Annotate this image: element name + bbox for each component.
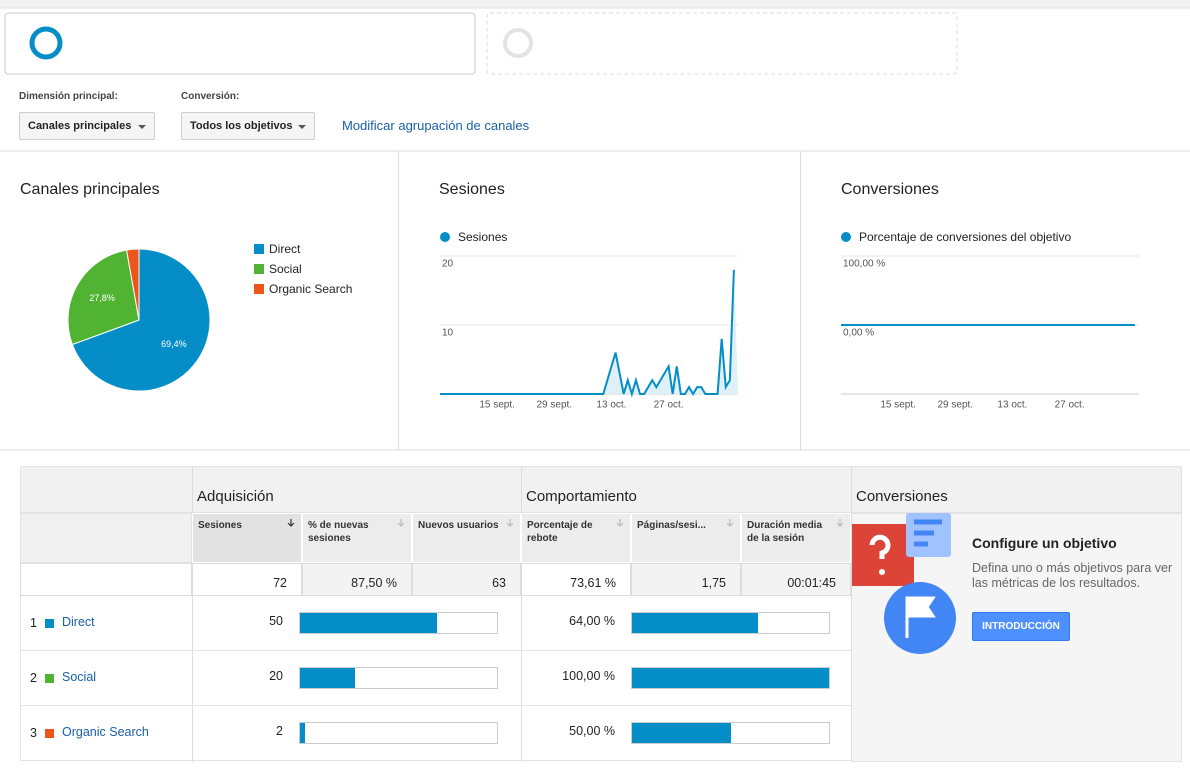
total-cell: 00:01:45 <box>741 563 851 596</box>
bar <box>300 723 306 743</box>
group-divider <box>521 466 522 762</box>
group-label: Adquisición <box>197 488 274 505</box>
group-divider <box>851 466 852 762</box>
header-bg <box>20 513 192 563</box>
goal-title: Configure un objetivo <box>972 535 1117 551</box>
channel-link[interactable]: Direct <box>62 615 95 629</box>
group-divider <box>192 466 193 762</box>
total-cell: 1,75 <box>631 563 741 596</box>
bounce-value: 64,00 % <box>569 614 615 628</box>
control-label: Dimensión principal: <box>19 91 118 102</box>
bar-track <box>631 722 830 744</box>
channel-link[interactable]: Social <box>62 670 97 684</box>
chart-title: Conversiones <box>841 181 939 198</box>
row <box>20 596 851 651</box>
total-cell: 63 <box>412 563 521 596</box>
dropdown[interactable]: Canales principales <box>19 112 155 140</box>
channel-link[interactable]: Organic Search <box>62 725 149 739</box>
control-label: Conversión: <box>181 91 240 102</box>
column-header[interactable]: Nuevos usuarios <box>412 513 521 563</box>
total-dim <box>20 563 192 596</box>
column-header[interactable]: Porcentaje de rebote <box>521 513 631 563</box>
sessions-value: 2 <box>276 724 283 738</box>
row <box>20 706 851 761</box>
rank: 1 <box>30 616 37 630</box>
bar-track <box>299 612 498 634</box>
column-header[interactable]: % de nuevas sesiones <box>302 513 412 563</box>
link[interactable]: Modificar agrupación de canales <box>342 118 530 133</box>
chart-title: Sesiones <box>439 181 505 198</box>
group-label: Comportamiento <box>526 488 637 505</box>
group-label: Conversiones <box>856 488 948 505</box>
column-header[interactable]: Duración media de la sesión <box>741 513 851 563</box>
bar-track <box>299 722 498 744</box>
bar <box>632 723 731 743</box>
row <box>20 651 851 706</box>
chart-title: Canales principales <box>20 181 160 198</box>
bar <box>300 613 437 633</box>
goal-text: Defina uno o más objetivos para ver las … <box>972 561 1173 590</box>
bar <box>632 613 759 633</box>
total-cell: 73,61 % <box>521 563 631 596</box>
row-swatch <box>45 619 54 628</box>
sessions-value: 20 <box>269 669 283 683</box>
sessions-value: 50 <box>269 614 283 628</box>
bar-track <box>631 667 830 689</box>
goal-button[interactable]: INTRODUCCIÓN <box>972 612 1070 641</box>
row-swatch <box>45 674 54 683</box>
bounce-value: 50,00 % <box>569 724 615 738</box>
bar-track <box>631 612 830 634</box>
total-cell: 87,50 % <box>302 563 412 596</box>
column-header[interactable]: Páginas/sesi... <box>631 513 741 563</box>
dropdown[interactable]: Todos los objetivos <box>181 112 315 140</box>
row-swatch <box>45 729 54 738</box>
bar-track <box>299 667 498 689</box>
rank: 3 <box>30 726 37 740</box>
rank: 2 <box>30 671 37 685</box>
group-header-bg <box>20 466 1182 513</box>
bar <box>632 668 829 688</box>
bar <box>300 668 355 688</box>
total-cell: 72 <box>192 563 302 596</box>
bounce-value: 100,00 % <box>562 669 615 683</box>
column-header[interactable]: Sesiones <box>192 513 302 563</box>
